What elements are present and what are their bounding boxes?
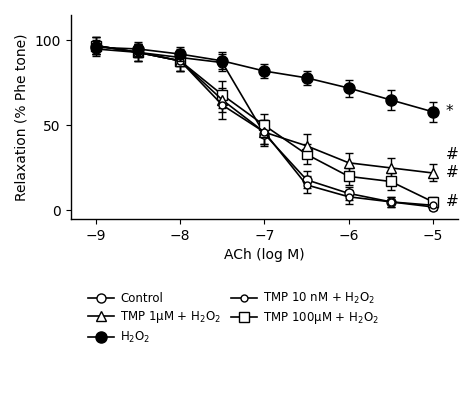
Text: #: # (446, 147, 458, 162)
Y-axis label: Relaxation (% Phe tone): Relaxation (% Phe tone) (15, 33, 29, 201)
Text: #: # (446, 166, 458, 181)
Legend: Control, TMP 1μM + H$_2$O$_2$, H$_2$O$_2$, TMP 10 nM + H$_2$O$_2$, TMP 100μM + H: Control, TMP 1μM + H$_2$O$_2$, H$_2$O$_2… (84, 286, 383, 350)
Text: #: # (446, 194, 458, 209)
Text: *: * (446, 104, 453, 119)
X-axis label: ACh (log M): ACh (log M) (224, 248, 305, 262)
